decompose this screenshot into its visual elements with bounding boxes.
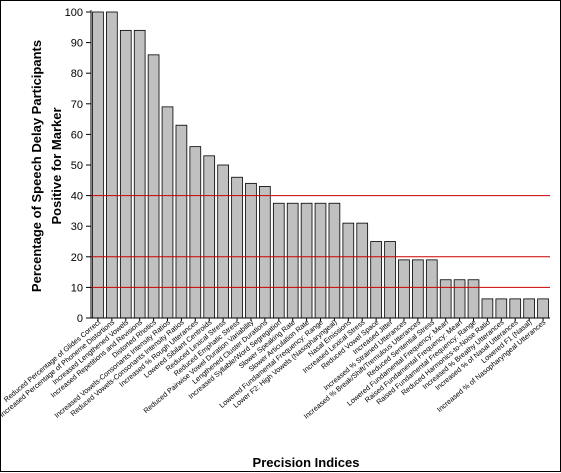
y-axis-title-line2: Positive for Marker: [49, 107, 64, 224]
y-tick-label: 30: [71, 221, 83, 233]
y-axis-title-line1: Percentage of Speech Delay Participants: [29, 40, 44, 292]
bar: [259, 186, 271, 319]
bar: [523, 298, 535, 319]
bar: [356, 222, 369, 319]
y-tick-label: 60: [71, 129, 83, 141]
y-tick-label: 20: [71, 252, 83, 264]
x-axis-title: Precision Indices: [253, 455, 360, 470]
bar: [384, 241, 396, 319]
x-category-labels: Reduced Percentage of Glides CorrectIncr…: [1, 317, 548, 420]
bar: [119, 29, 132, 319]
bar: [537, 298, 549, 319]
bar: [467, 279, 480, 319]
bar: [245, 182, 257, 319]
y-tick-label: 50: [71, 160, 83, 172]
bar: [328, 202, 341, 319]
y-tick-label: 90: [71, 38, 83, 50]
bar: [370, 241, 382, 319]
bar: [398, 259, 410, 319]
bars-layer: [92, 11, 549, 319]
bar: [161, 106, 174, 319]
bar: [425, 259, 438, 319]
bar: [342, 222, 355, 319]
bar: [189, 146, 202, 319]
bar: [175, 124, 188, 319]
bar: [509, 298, 522, 319]
bar: [92, 11, 104, 319]
x-category-label: Increased Percentage of Phoneme Distorti…: [1, 317, 116, 419]
y-tick-label: 70: [71, 99, 83, 111]
reference-lines: [91, 195, 550, 288]
bar: [106, 11, 118, 319]
y-tick-labels: 0 10 20 30 40 50 60 70 80 90 100: [65, 7, 91, 325]
y-tick-label: 40: [71, 191, 83, 203]
bar: [272, 202, 285, 319]
y-tick-label: 0: [77, 313, 83, 325]
bar: [412, 259, 424, 319]
bar: [453, 279, 466, 319]
y-tick-label: 100: [65, 7, 83, 19]
bar: [481, 298, 494, 319]
bar: [133, 29, 146, 319]
bar: [286, 202, 299, 319]
bar: [147, 54, 160, 319]
bar: [495, 298, 508, 319]
bar: [203, 155, 216, 319]
bar: [314, 202, 327, 319]
y-tick-label: 80: [71, 68, 83, 80]
y-tick-label: 10: [71, 282, 83, 294]
bar: [300, 202, 313, 319]
bar: [439, 279, 452, 319]
bar: [231, 176, 243, 319]
bar: [217, 164, 229, 319]
